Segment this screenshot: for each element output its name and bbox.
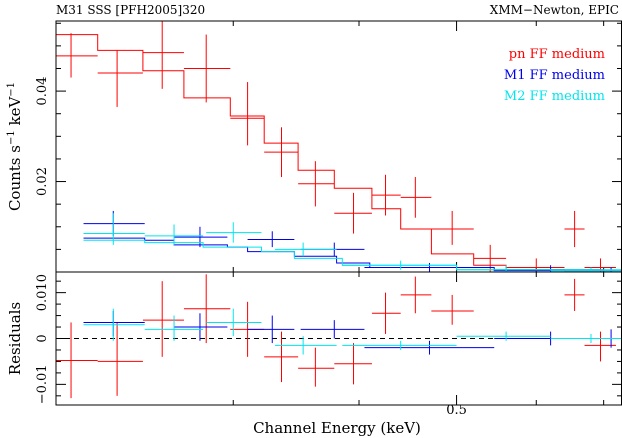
res-series-m2 [83, 308, 622, 355]
series-pn [56, 21, 622, 272]
x-axis-label: Channel Energy (keV) [253, 419, 421, 437]
legend-entry-m2: M2 FF medium [504, 89, 605, 104]
legend: pn FF medium M1 FF medium M2 FF medium [504, 47, 605, 104]
spectrum-y-axis-label: Counts s−1 keV−1 [6, 82, 24, 211]
residuals-y-axis-label: Residuals [6, 302, 24, 375]
y-tick-label: 0.04 [35, 77, 50, 106]
y-axis-label-part: keV [6, 96, 24, 131]
instrument-label: XMM−Newton, EPIC [490, 3, 619, 17]
res-series-pn [56, 274, 616, 399]
series-m2 [83, 213, 622, 272]
res-y-tick-label: 0.010 [35, 274, 50, 311]
res-y-tick-label: 0 [35, 334, 50, 342]
res-series-m1 [83, 310, 622, 355]
res-y-tick-label: −0.01 [35, 364, 50, 404]
residuals-panel: −0.01 0 0.010 0.5 [35, 271, 622, 418]
legend-entry-m1: M1 FF medium [504, 68, 605, 83]
source-label: M31 SSS [PFH2005]320 [56, 3, 205, 17]
y-axis-label-part: Counts s [6, 145, 24, 211]
series-m1 [83, 210, 622, 273]
spectrum-series [56, 21, 622, 273]
y-tick-label: 0.02 [35, 167, 50, 196]
legend-entry-pn: pn FF medium [509, 47, 605, 62]
y-axis-label-part: −1 [6, 82, 17, 97]
residuals-series [56, 274, 622, 399]
y-axis-label-part: −1 [6, 130, 17, 145]
x-tick-label: 0.5 [446, 403, 467, 418]
